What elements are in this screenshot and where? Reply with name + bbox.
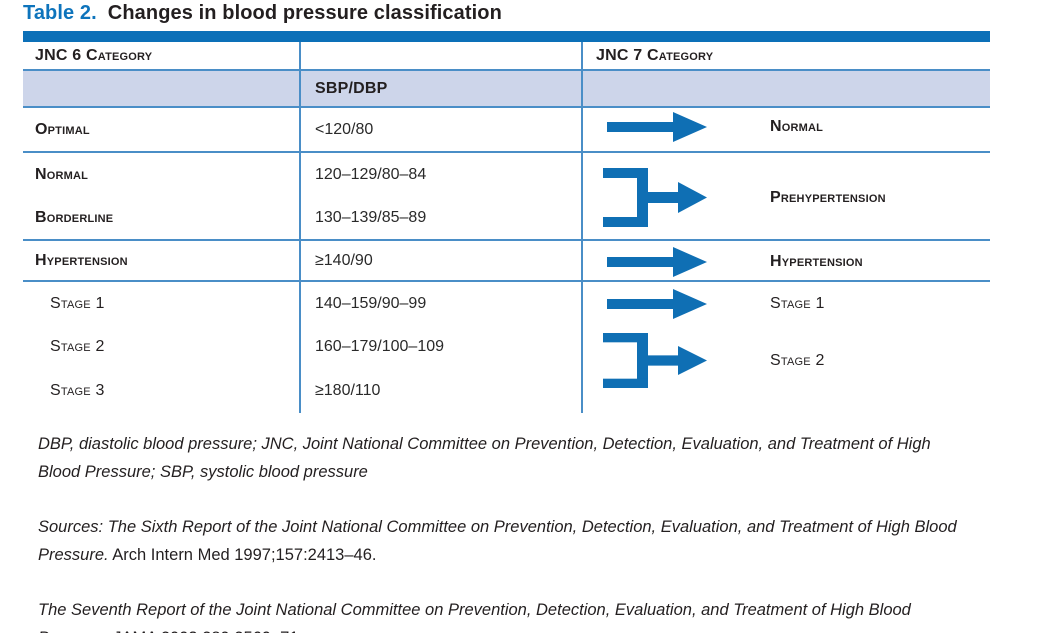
jnc7-entry-hypertension: Hypertension — [603, 247, 863, 277]
abbreviations-note: DBP, diastolic blood pressure; JNC, Join… — [38, 435, 931, 481]
table-row-hypertension: Hypertension ≥140/90 — [23, 241, 990, 282]
jnc6-header-label: JNC 6 Category — [35, 46, 153, 64]
footnotes: DBP, diastolic blood pressure; JNC, Join… — [38, 430, 975, 633]
table-row-stage1: Stage 1 140–159/90–99 — [23, 282, 990, 325]
bp-value: 140–159/90–99 — [315, 294, 427, 312]
table-top-bar — [23, 31, 990, 42]
empty-cell — [23, 71, 301, 106]
category-label: Stage 1 — [50, 294, 105, 312]
table-caption: Changes in blood pressure classification — [107, 2, 502, 24]
jnc7-entry-normal: Normal — [603, 112, 823, 142]
category-label: Stage 2 — [50, 337, 105, 355]
category-label: Normal — [35, 166, 89, 183]
table-number: Table 2. — [23, 2, 97, 24]
bp-classification-table: JNC 6 Category JNC 7 Category SBP/DBP Op… — [23, 31, 990, 413]
merge-arrow-icon — [603, 168, 707, 227]
jnc6-header-cell: JNC 6 Category — [23, 42, 301, 69]
bp-value: ≥180/110 — [315, 381, 381, 399]
source-2-citation: JAMA 2003;289:2560–71. — [109, 629, 303, 633]
straight-arrow-icon — [603, 247, 707, 277]
source-note-2: The Seventh Report of the Joint National… — [38, 596, 975, 633]
category-label: Stage 3 — [50, 381, 105, 399]
bp-value: <120/80 — [315, 120, 374, 138]
table-row-header: JNC 6 Category JNC 7 Category — [23, 42, 990, 71]
sbpdbp-header-cell: SBP/DBP — [301, 71, 583, 106]
table-row-stage3: Stage 3 ≥180/110 — [23, 368, 990, 413]
empty-header-cell — [301, 42, 583, 69]
source-1-title: Sources: The Sixth Report of the Joint N… — [38, 518, 957, 564]
jnc7-category-label: Normal — [770, 118, 824, 135]
jnc7-header-label: JNC 7 Category — [596, 46, 714, 64]
bp-value: 130–139/85–89 — [315, 209, 427, 226]
sbpdbp-label: SBP/DBP — [315, 79, 388, 97]
bp-value: 120–129/80–84 — [315, 166, 427, 183]
jnc7-entry-stage2: Stage 2 — [603, 333, 825, 388]
table-row-stage2: Stage 2 160–179/100–109 — [23, 325, 990, 368]
jnc7-header-cell: JNC 7 Category — [583, 42, 990, 69]
jnc7-entry-prehypertension: Prehypertension — [603, 168, 886, 227]
source-2-title: The Seventh Report of the Joint National… — [38, 601, 911, 633]
jnc7-category-label: Stage 1 — [770, 295, 825, 312]
table-row-optimal: Optimal <120/80 — [23, 108, 990, 153]
table-row-borderline: Borderline 130–139/85–89 — [23, 197, 990, 241]
category-label: Optimal — [35, 120, 90, 138]
jnc7-category-label: Hypertension — [770, 253, 863, 270]
source-note-1: Sources: The Sixth Report of the Joint N… — [38, 513, 975, 569]
straight-arrow-icon — [603, 289, 707, 319]
table-title: Table 2. Changes in blood pressure classi… — [23, 2, 502, 25]
bp-value: 160–179/100–109 — [315, 337, 445, 355]
jnc7-category-label: Stage 2 — [770, 351, 825, 369]
bp-value: ≥140/90 — [315, 251, 373, 269]
jnc7-category-label: Prehypertension — [770, 188, 886, 206]
merge-arrow-icon — [603, 333, 707, 388]
table-row-sbpdbp: SBP/DBP — [23, 71, 990, 108]
table-row-normal: Normal 120–129/80–84 — [23, 153, 990, 197]
jnc7-entry-stage1: Stage 1 — [603, 289, 825, 319]
category-label: Borderline — [35, 209, 114, 226]
source-1-citation: Arch Intern Med 1997;157:2413–46. — [108, 546, 377, 564]
empty-cell — [583, 71, 990, 106]
category-label: Hypertension — [35, 251, 128, 269]
straight-arrow-icon — [603, 112, 707, 142]
